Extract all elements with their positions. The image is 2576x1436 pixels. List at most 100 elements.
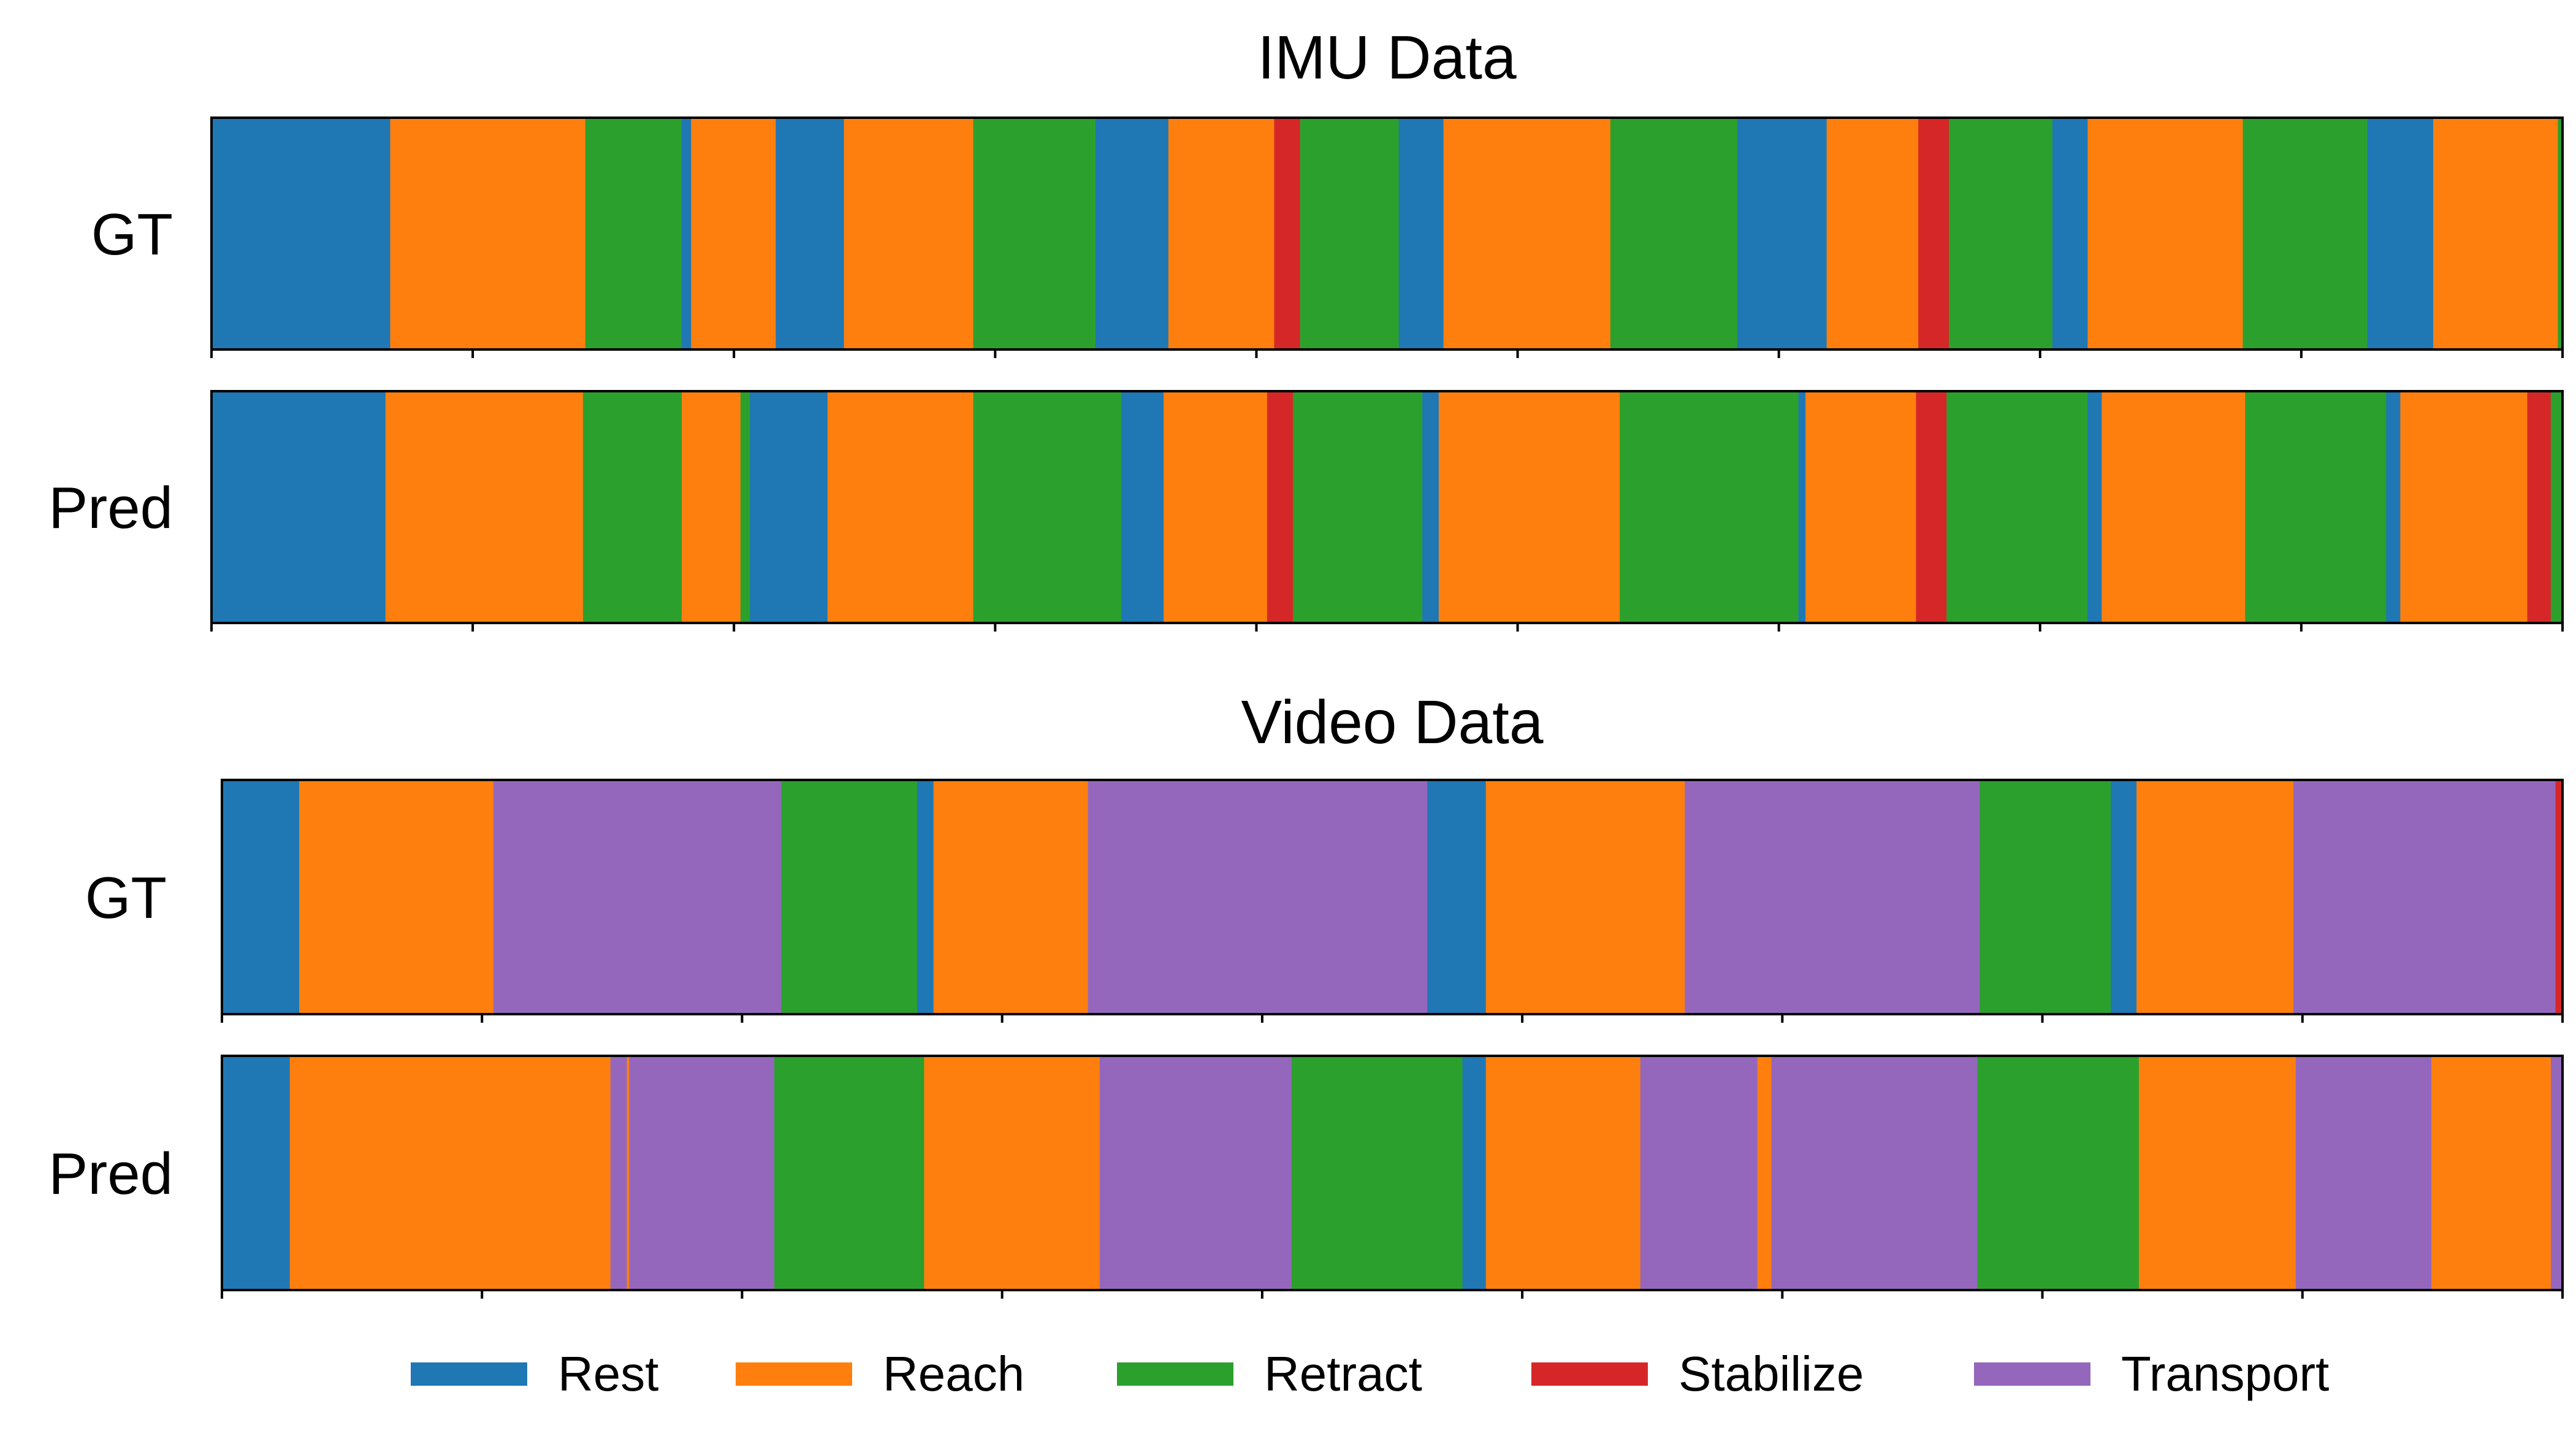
video-gt-segment-reach	[299, 780, 494, 1014]
imu-gt-axes-frame	[210, 116, 2564, 351]
video-pred-segment-transport	[610, 1056, 628, 1290]
imu-pred-segment-retract	[973, 391, 1122, 623]
imu-pred-segment-reach	[1805, 391, 1916, 623]
imu-pred-segment-rest	[2386, 391, 2401, 623]
video-pred-axes-frame	[221, 1055, 2564, 1291]
segment-bars-group	[210, 116, 2564, 1299]
legend: Rest Reach Retract Stabilize Transport	[411, 1346, 2329, 1401]
video-pred-segment-reach	[1485, 1056, 1641, 1290]
video-pred-segment-transport	[1640, 1056, 1758, 1290]
imu-gt-segment-retract	[1949, 118, 2053, 349]
imu-pred-row-label: Pred	[48, 475, 173, 541]
legend-label-retract: Retract	[1264, 1346, 1422, 1401]
video-pred-segment-transport	[2295, 1056, 2432, 1290]
imu-pred-segment-rest	[1422, 391, 1439, 623]
imu-pred-segment-retract	[2550, 391, 2563, 623]
legend-item-rest: Rest	[411, 1346, 659, 1401]
video-gt-segment-stabilize	[2555, 780, 2563, 1014]
video-pred-segment-transport	[2550, 1056, 2563, 1290]
imu-gt-segment-rest	[2367, 118, 2434, 349]
imu-gt-segment-reach	[844, 118, 974, 349]
imu-gt-segment-reach	[691, 118, 776, 349]
imu-data-title: IMU Data	[1257, 23, 1517, 92]
legend-label-reach: Reach	[883, 1346, 1024, 1401]
legend-swatch-retract	[1117, 1362, 1233, 1386]
video-pred-segment-reach	[924, 1056, 1100, 1290]
video-gt-segment-reach	[1485, 780, 1685, 1014]
imu-pred-segment-rest	[750, 391, 828, 623]
imu-pred-segment-rest	[1798, 391, 1806, 623]
imu-pred-segment-retract	[1293, 391, 1423, 623]
video-pred-segment-retract	[1977, 1056, 2140, 1290]
legend-item-stabilize: Stabilize	[1531, 1346, 1864, 1401]
video-gt-segment-transport	[1088, 780, 1428, 1014]
imu-gt-segment-reach	[2087, 118, 2244, 349]
video-pred-segment-reach	[2138, 1056, 2296, 1290]
video-pred-segment-rest	[1462, 1056, 1487, 1290]
video-pred-segment-retract	[774, 1056, 924, 1290]
imu-gt-segment-reach	[2433, 118, 2558, 349]
imu-pred-segment-reach	[827, 391, 974, 623]
video-pred-segment-transport	[629, 1056, 775, 1290]
imu-pred-segment-stabilize	[1916, 391, 1947, 623]
imu-pred-segment-retract	[1946, 391, 2088, 623]
video-gt-segment-rest	[916, 780, 934, 1014]
imu-gt-segment-retract	[1610, 118, 1738, 349]
legend-label-stabilize: Stabilize	[1679, 1346, 1864, 1401]
imu-pred-segment-rest	[2087, 391, 2102, 623]
imu-pred-segment-retract	[740, 391, 750, 623]
video-gt-segment-reach	[933, 780, 1089, 1014]
video-pred-segment-reach	[289, 1056, 611, 1290]
imu-gt-segment-reach	[390, 118, 586, 349]
legend-swatch-stabilize	[1531, 1362, 1648, 1386]
video-gt-segment-reach	[2136, 780, 2294, 1014]
video-gt-segment-retract	[781, 780, 918, 1014]
legend-label-transport: Transport	[2121, 1346, 2329, 1401]
video-pred-segment-retract	[1291, 1056, 1463, 1290]
imu-gt-segment-rest	[1095, 118, 1169, 349]
imu-gt-segment-retract	[585, 118, 682, 349]
video-gt-axes-frame	[221, 779, 2564, 1015]
imu-gt-segment-reach	[1443, 118, 1611, 349]
imu-gt-segment-retract	[1300, 118, 1400, 349]
video-gt-segment-transport	[2293, 780, 2556, 1014]
imu-pred-segment-reach	[1164, 391, 1268, 623]
imu-gt-segment-stabilize	[1918, 118, 1949, 349]
video-gt-segment-rest	[222, 780, 300, 1014]
imu-gt-segment-rest	[682, 118, 692, 349]
imu-gt-segment-retract	[2243, 118, 2368, 349]
imu-gt-segment-rest	[211, 118, 391, 349]
imu-pred-segment-reach	[385, 391, 584, 623]
imu-gt-segment-rest	[775, 118, 845, 349]
imu-pred-segment-reach	[682, 391, 741, 623]
imu-pred-axes-frame	[210, 390, 2564, 624]
imu-gt-row-label: GT	[91, 202, 173, 267]
imu-pred-segment-rest	[211, 391, 386, 623]
video-gt-segment-transport	[493, 780, 782, 1014]
legend-item-reach: Reach	[736, 1346, 1024, 1401]
imu-gt-segment-retract	[973, 118, 1096, 349]
video-gt-row-label: GT	[85, 865, 167, 931]
legend-label-rest: Rest	[558, 1346, 659, 1401]
video-gt-segment-transport	[1685, 780, 1980, 1014]
video-pred-segment-reach	[627, 1056, 630, 1290]
imu-gt-segment-reach	[1826, 118, 1919, 349]
video-pred-segment-reach	[1757, 1056, 1772, 1290]
imu-gt-segment-reach	[1168, 118, 1275, 349]
video-data-title: Video Data	[1241, 688, 1544, 757]
legend-item-transport: Transport	[1974, 1346, 2329, 1401]
video-pred-segment-reach	[2431, 1056, 2551, 1290]
imu-pred-segment-stabilize	[2527, 391, 2551, 623]
imu-gt-segment-rest	[1737, 118, 1827, 349]
video-pred-row-label: Pred	[48, 1141, 173, 1207]
video-pred-segment-transport	[1771, 1056, 1978, 1290]
imu-pred-segment-retract	[2245, 391, 2387, 623]
video-pred-segment-rest	[222, 1056, 291, 1290]
imu-pred-segment-retract	[1620, 391, 1799, 623]
legend-swatch-reach	[736, 1362, 852, 1386]
legend-swatch-rest	[411, 1362, 527, 1386]
imu-pred-segment-stabilize	[1267, 391, 1294, 623]
imu-gt-segment-stabilize	[1274, 118, 1301, 349]
imu-pred-segment-reach	[1438, 391, 1620, 623]
